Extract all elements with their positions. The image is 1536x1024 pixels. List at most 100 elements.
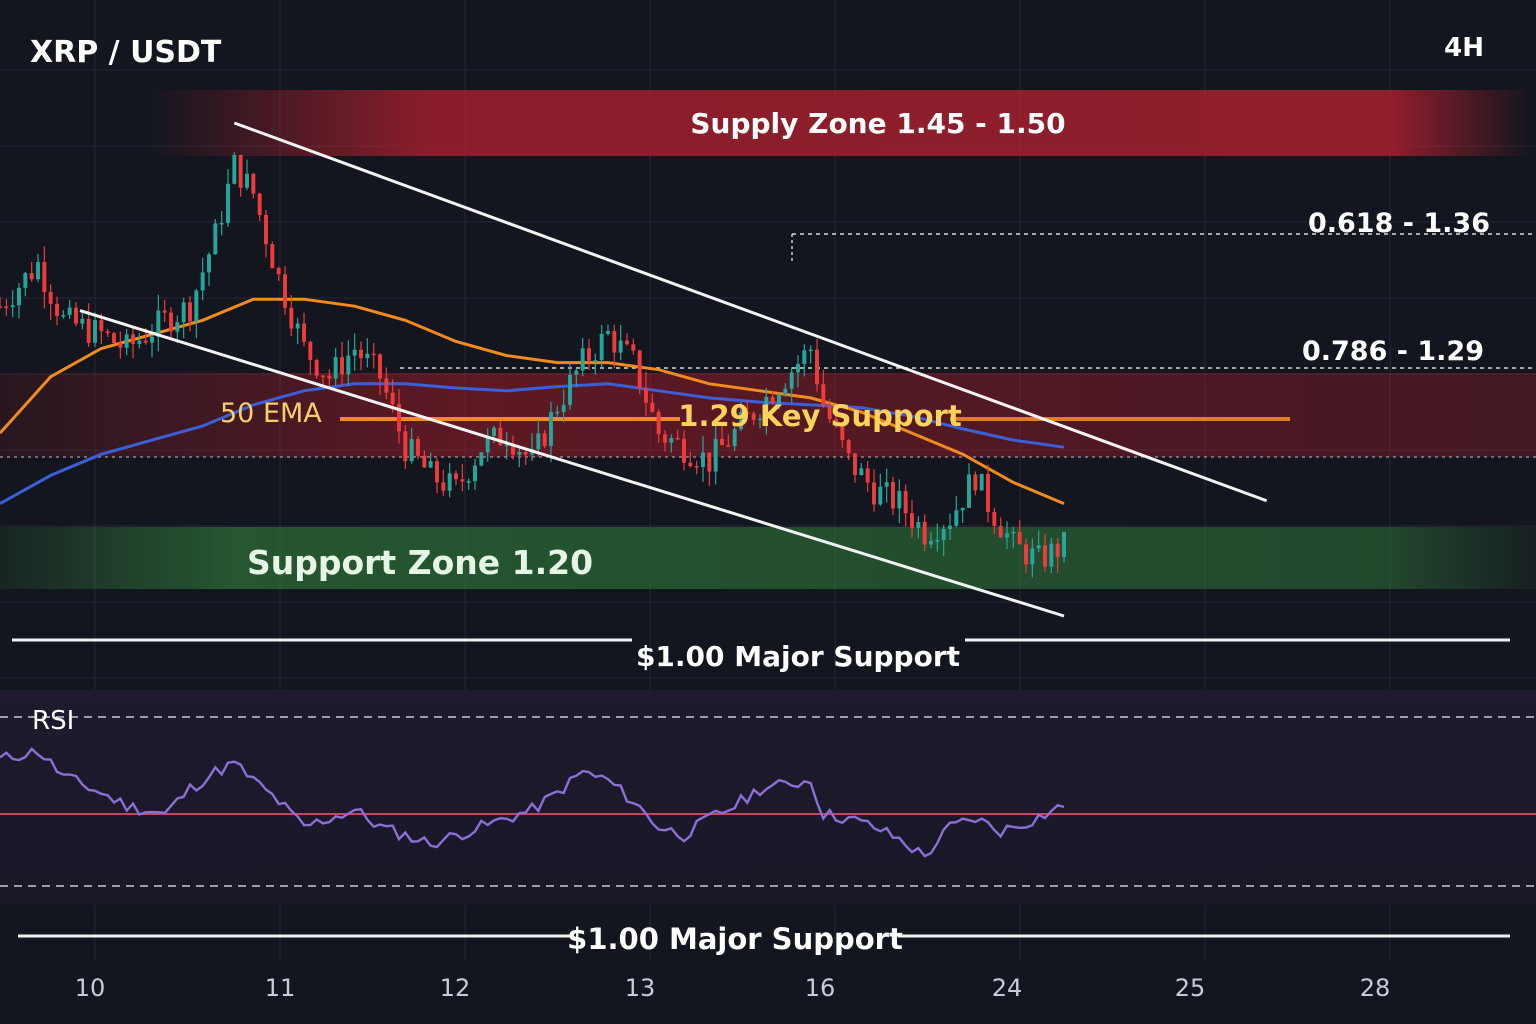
candle-body xyxy=(105,331,110,334)
candle-body xyxy=(935,540,940,542)
candle-body xyxy=(17,287,21,306)
x-tick-label: 24 xyxy=(992,974,1023,1002)
candle-body xyxy=(688,462,693,467)
candle-body xyxy=(498,427,503,446)
candle-body xyxy=(207,254,211,273)
candle-body xyxy=(872,482,876,505)
candle-body xyxy=(631,344,636,351)
candle-body xyxy=(124,334,129,348)
candle-body xyxy=(770,396,775,404)
fib-618-label: 0.618 - 1.36 xyxy=(1308,208,1490,239)
candle-body xyxy=(352,349,357,356)
candle-body xyxy=(169,312,173,332)
candle-body xyxy=(416,439,420,456)
candle-body xyxy=(517,451,522,455)
candle-body xyxy=(796,363,800,373)
candle-body xyxy=(979,474,984,491)
candle-body xyxy=(245,173,249,188)
x-tick-label: 25 xyxy=(1175,974,1206,1002)
candle-body xyxy=(466,481,471,483)
candle-body xyxy=(346,355,351,375)
candle-body xyxy=(1030,548,1035,565)
x-tick-label: 11 xyxy=(265,974,296,1002)
candles xyxy=(0,152,1066,578)
candle-body xyxy=(606,331,610,334)
candle-body xyxy=(561,404,566,412)
ema-blue-line xyxy=(0,382,1065,505)
candle-body xyxy=(840,424,845,441)
candle-body xyxy=(821,384,826,407)
candle-body xyxy=(986,474,990,513)
candle-body xyxy=(447,473,452,491)
candle-body xyxy=(251,173,256,194)
candle-body xyxy=(739,412,743,430)
candle-body xyxy=(308,341,313,360)
candle-body xyxy=(808,349,813,352)
candle-body xyxy=(219,222,224,225)
candle-body xyxy=(29,273,34,280)
key-support-label: 1.29 Key Support xyxy=(678,399,962,433)
candle-body xyxy=(4,306,9,309)
candle-body xyxy=(492,427,496,437)
rsi-panel xyxy=(0,690,1536,905)
candle-body xyxy=(707,452,712,472)
candle-body xyxy=(555,411,560,414)
candle-body xyxy=(891,482,895,509)
candle-body xyxy=(1055,543,1060,558)
candle-body xyxy=(365,353,370,359)
candle-body xyxy=(48,291,53,304)
candle-body xyxy=(473,465,477,482)
candle-body xyxy=(669,437,674,443)
candle-body xyxy=(523,451,528,455)
candle-body xyxy=(827,406,832,420)
candle-body xyxy=(454,473,458,480)
candle-body xyxy=(903,490,908,514)
rsi-title: RSI xyxy=(32,706,74,736)
candle-body xyxy=(86,318,91,343)
x-tick-label: 12 xyxy=(440,974,471,1002)
candle-body xyxy=(764,396,769,419)
candle-body xyxy=(112,333,116,344)
candle-body xyxy=(511,444,515,455)
candle-body xyxy=(226,183,230,223)
candle-body xyxy=(549,412,553,446)
candle-body xyxy=(143,340,148,343)
candle-body xyxy=(1036,545,1041,549)
candle-body xyxy=(593,360,598,362)
candle-body xyxy=(884,482,889,487)
candle-body xyxy=(371,353,376,356)
candle-body xyxy=(289,307,294,329)
candle-body xyxy=(327,375,332,379)
candle-body xyxy=(967,474,971,508)
candle-body xyxy=(637,350,642,389)
candle-body xyxy=(1005,533,1009,538)
candle-body xyxy=(283,274,287,308)
candle-body xyxy=(118,343,123,348)
symbol-title: XRP / USDT xyxy=(30,35,222,70)
candle-body xyxy=(568,374,572,405)
rsi-line xyxy=(0,747,1065,858)
candle-body xyxy=(422,455,427,468)
support-zone-band xyxy=(0,527,1536,589)
candle-body xyxy=(504,444,509,447)
candle-body xyxy=(359,349,363,359)
candle-body xyxy=(0,306,2,308)
rsi-major-support-label: $1.00 Major Support xyxy=(567,922,903,956)
candle-body xyxy=(390,392,395,405)
candle-body xyxy=(397,404,401,432)
candle-body xyxy=(650,402,655,412)
timeframe-label: 4H xyxy=(1444,33,1484,63)
candle-body xyxy=(441,482,446,491)
candle-body xyxy=(150,336,154,343)
candle-body xyxy=(188,302,192,322)
supply-zone-band xyxy=(150,90,1530,156)
candle-body xyxy=(131,334,135,344)
candle-body xyxy=(460,479,465,482)
ema-label: 50 EMA xyxy=(220,398,322,429)
candle-body xyxy=(574,370,579,375)
channel-lower-line xyxy=(79,309,1065,618)
candle-body xyxy=(960,507,965,511)
candle-body xyxy=(295,323,300,329)
candle-body xyxy=(36,262,40,280)
